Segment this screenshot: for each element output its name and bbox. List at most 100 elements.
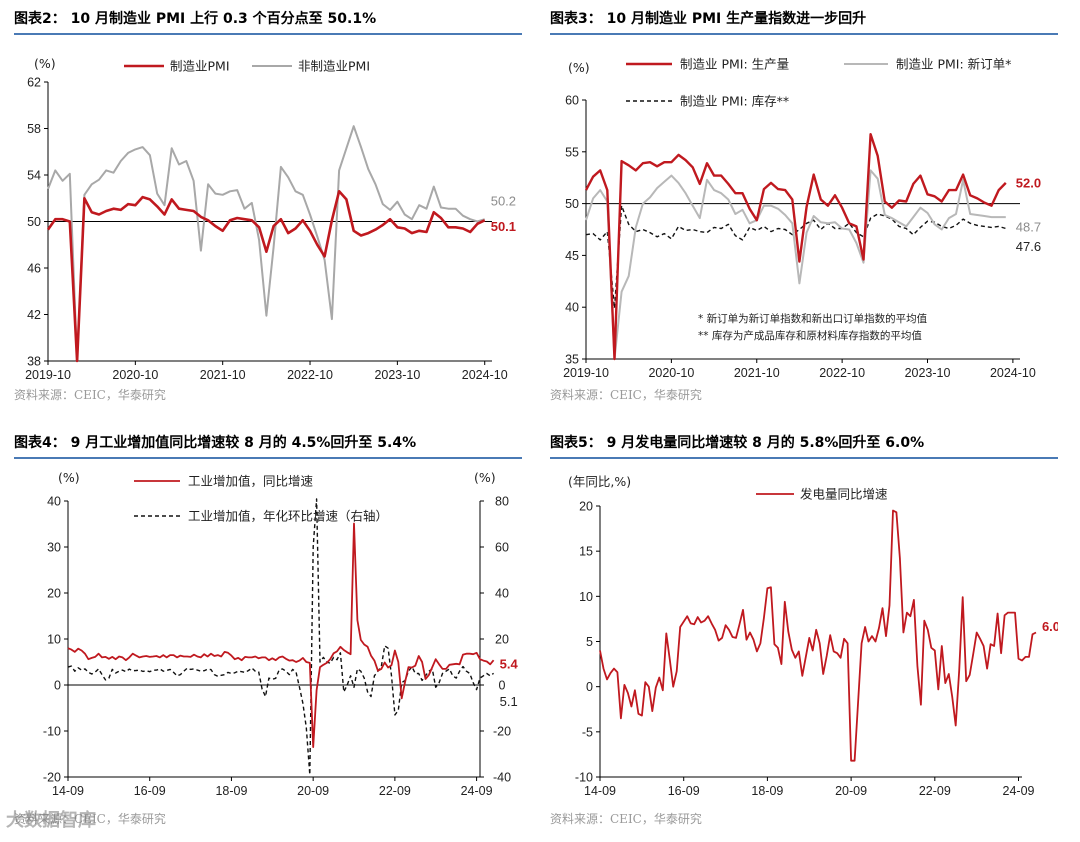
title-rule [14,33,522,35]
series-line [47,125,486,362]
y-tick-label: 0 [54,679,61,693]
x-tick-label: 18-09 [215,784,247,798]
series-end-label: 48.7 [1016,220,1041,235]
legend-label: 工业增加值，年化环比增速（右轴） [188,509,388,524]
chart-source: 资料来源：CEIC，华泰研究 [550,812,702,826]
x-tick-label: 24-09 [1003,784,1035,798]
series-end-label: 50.2 [491,194,516,209]
x-tick-label: 2020-10 [648,366,694,380]
chart-title: 图表4： 9 月工业增加值同比增速较 8 月的 4.5%回升至 5.4% [14,435,417,451]
x-tick-label: 2023-10 [374,368,420,382]
watermark: 大数据智库 [6,810,96,831]
series-line [599,509,1037,762]
y-tick-label: 5 [586,635,593,649]
x-tick-label: 16-09 [668,784,700,798]
x-tick-label: 2023-10 [905,366,951,380]
legend-label: 工业增加值，同比增速 [188,474,314,489]
chart-source: 资料来源：CEIC，华泰研究 [14,388,166,402]
pmi-production-chart: 35 40 45 50 55 60 2019-10 2020-10 2021-10 2022-10… [563,57,1041,381]
x-tick-label: 2019-10 [563,366,609,380]
series-line [46,190,486,363]
y-right-unit-label: (%) [474,470,496,485]
y-tick-label: 50 [565,197,579,211]
y-right-tick-label: -20 [493,725,511,739]
x-tick-label: 2022-10 [819,366,865,380]
series-line [584,132,1007,361]
chart-source: 资料来源：CEIC，华泰研究 [550,388,702,402]
y-tick-label: 40 [47,495,61,509]
y-right-tick-label: -40 [493,771,511,785]
title-rule [550,33,1058,35]
chart-note: ** 库存为产成品库存和原材料库存指数的平均值 [698,329,922,342]
y-tick-label: -10 [575,771,593,785]
y-right-tick-label: 80 [495,495,509,509]
chart-panel-pmi-production: 图表3： 10 月制造业 PMI 生产量指数进一步回升 35 40 45 50 55 60… [550,8,1058,418]
y-tick-label: 15 [579,545,593,559]
chart-panel-industrial-output: 图表4： 9 月工业增加值同比增速较 8 月的 4.5%回升至 5.4% -20… [14,432,522,842]
y-unit-label: (%) [568,60,590,75]
y-tick-label: 20 [579,500,593,514]
y-tick-label: 38 [27,355,41,369]
chart-panel-pmi: 图表2： 10 月制造业 PMI 上行 0.3 个百分点至 50.1% 38 42… [14,8,522,418]
title-rule [14,457,522,459]
legend-label: 制造业PMI [170,59,230,74]
series-end-label: 47.6 [1016,239,1041,254]
y-tick-label: 35 [565,353,579,367]
x-tick-label: 14-09 [52,784,84,798]
y-tick-label: -5 [582,725,593,739]
chart-title: 图表5： 9 月发电量同比增速较 8 月的 5.8%回升至 6.0% [550,435,925,451]
y-tick-label: 10 [47,633,61,647]
y-unit-label: (%) [34,56,56,71]
y-tick-label: 20 [47,587,61,601]
chart-title: 图表3： 10 月制造业 PMI 生产量指数进一步回升 [550,11,867,27]
y-tick-label: 46 [27,262,41,276]
x-tick-label: 20-09 [835,784,867,798]
y-tick-label: 0 [586,680,593,694]
legend-label: 非制造业PMI [298,59,370,74]
x-tick-label: 14-09 [584,784,616,798]
power-generation-chart: -10 -5 0 5 10 15 20 14-09 16-09 18-09 20-09 22-09 24… [568,474,1058,798]
y-tick-label: -10 [43,725,61,739]
series-line [67,498,495,776]
series-line [67,522,495,749]
series-end-label: 6.0 [1042,619,1058,634]
x-tick-label: 22-09 [379,784,411,798]
y-tick-label: 60 [565,94,579,108]
y-tick-label: 54 [27,169,41,183]
chart-note: * 新订单为新订单指数和新出口订单指数的平均值 [698,312,928,325]
legend-label: 制造业 PMI: 库存** [680,94,789,109]
y-tick-label: 30 [47,541,61,555]
chart-source: 资料来源：CEIC，华泰研究 [14,812,166,826]
chart-title: 图表2： 10 月制造业 PMI 上行 0.3 个百分点至 50.1% [14,11,377,27]
x-tick-label: 2024-10 [990,366,1036,380]
x-tick-label: 20-09 [297,784,329,798]
x-tick-label: 22-09 [919,784,951,798]
y-right-tick-label: 20 [495,633,509,647]
series-end-label: 5.1 [500,694,518,709]
y-tick-label: 45 [565,249,579,263]
series-end-label: 5.4 [500,657,519,672]
y-tick-label: 58 [27,122,41,136]
industrial-output-chart: -20 -10 0 10 20 30 40 -40 -20 0 20 40 60 80 14-09 16-09… [43,470,519,798]
y-tick-label: 42 [27,308,41,322]
y-tick-label: 50 [27,215,41,229]
y-tick-label: 62 [27,76,41,90]
title-rule [550,457,1058,459]
x-tick-label: 2021-10 [734,366,780,380]
x-tick-label: 24-09 [461,784,493,798]
series-line [585,169,1006,360]
y-tick-label: -20 [43,771,61,785]
x-tick-label: 2022-10 [287,368,333,382]
y-tick-label: 55 [565,145,579,159]
y-right-tick-label: 60 [495,541,509,555]
y-tick-label: 40 [565,301,579,315]
legend-label: 制造业 PMI: 新订单* [896,57,1011,72]
x-tick-label: 2020-10 [112,368,158,382]
x-tick-label: 2024-10 [462,368,508,382]
series-end-label: 50.1 [491,219,516,234]
pmi-chart: 38 42 46 50 54 58 62 2019-10 2020-10 2021-10 2022-… [25,56,516,382]
y-unit-label: (年同比,%) [568,474,631,489]
y-right-tick-label: 0 [499,679,506,693]
y-unit-label: (%) [58,470,80,485]
x-tick-label: 2021-10 [200,368,246,382]
